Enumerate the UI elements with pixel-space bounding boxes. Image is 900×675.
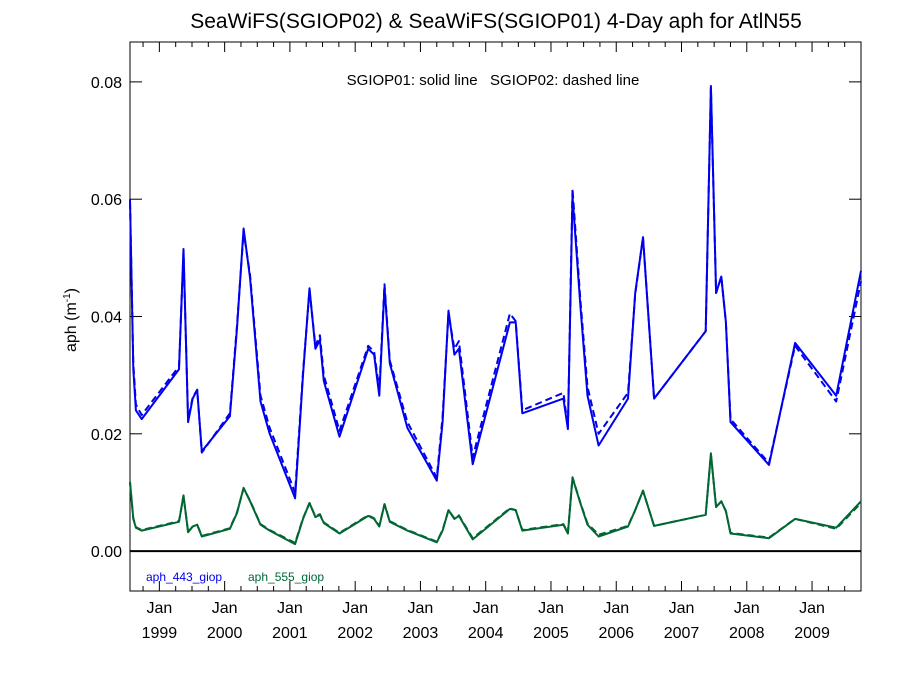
series-line-aph_555_giop-dashed [129, 453, 862, 544]
x-tick-month-label: Jan [799, 600, 825, 617]
x-tick-month-label: Jan [342, 600, 368, 617]
y-tick-label: 0.06 [91, 192, 122, 209]
y-axis-label: aph (m-1) [62, 288, 80, 352]
y-tick-label: 0.08 [91, 75, 122, 92]
series-line-aph_443_giop-dashed [129, 86, 862, 494]
x-tick-year-label: 2008 [729, 625, 765, 642]
plot-area: 0.00 0.02 0.04 0.06 0.08 Jan 1999 Jan 2000 Jan 200… [91, 42, 862, 642]
x-tick-year-label: 2001 [272, 625, 308, 642]
x-tick-year-label: 2000 [207, 625, 243, 642]
line-style-annotation: SGIOP01: solid line SGIOP02: dashed line [347, 72, 640, 89]
series-line-aph_443_giop-solid [129, 85, 862, 500]
x-tick-year-label: 1999 [142, 625, 178, 642]
x-tick-month-label: Jan [277, 600, 303, 617]
chart-title: SeaWiFS(SGIOP02) & SeaWiFS(SGIOP01) 4-Da… [190, 10, 802, 33]
x-tick-year-label: 2005 [533, 625, 569, 642]
x-tick-year-label: 2003 [403, 625, 439, 642]
x-tick-month-label: Jan [669, 600, 695, 617]
x-tick-year-label: 2004 [468, 625, 504, 642]
x-tick-year-label: 2009 [794, 625, 830, 642]
legend-entry: aph_443_giop [146, 570, 222, 584]
y-tick-label: 0.04 [91, 310, 122, 327]
legend-entry: aph_555_giop [248, 570, 324, 584]
y-axis-label-superscript: -1 [62, 293, 73, 302]
x-tick-month-label: Jan [473, 600, 499, 617]
y-tick-label: 0.00 [91, 544, 122, 561]
x-tick-month-label: Jan [146, 600, 172, 617]
series-line-aph_555_giop-solid [129, 452, 862, 546]
x-tick-month-label: Jan [538, 600, 564, 617]
plot-frame [129, 41, 862, 592]
y-axis-label-main: aph (m [63, 302, 80, 352]
x-tick-year-label: 2006 [598, 625, 634, 642]
x-tick-month-label: Jan [212, 600, 238, 617]
x-tick-year-label: 2007 [664, 625, 700, 642]
x-tick-year-label: 2002 [337, 625, 373, 642]
x-tick-month-label: Jan [734, 600, 760, 617]
y-tick-label: 0.02 [91, 427, 122, 444]
y-axis-label-close: ) [63, 288, 80, 293]
x-tick-month-label: Jan [408, 600, 434, 617]
x-tick-month-label: Jan [603, 600, 629, 617]
